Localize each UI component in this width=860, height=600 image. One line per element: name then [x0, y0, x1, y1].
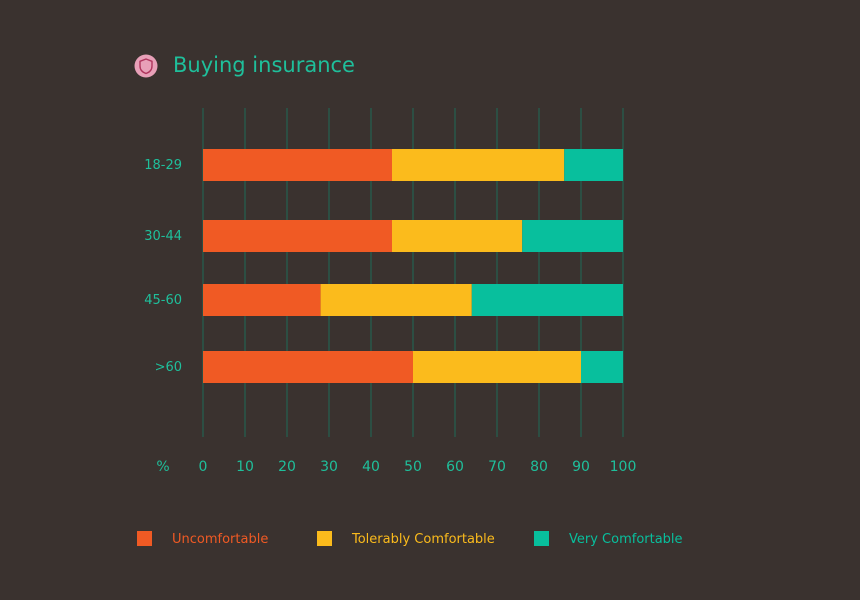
legend-swatch-2 [534, 531, 549, 546]
legend-swatch-0 [137, 531, 152, 546]
bar-3-2 [581, 351, 623, 383]
tick-label-10: 100 [610, 459, 637, 475]
legend: Uncomfortable Tolerably Comfortable Very C… [137, 531, 683, 547]
category-label-2: 45-60 [144, 293, 182, 308]
tick-label-5: 50 [404, 459, 422, 475]
tick-label-9: 90 [572, 459, 590, 475]
category-labels: 18-29 30-44 45-60 >60 [144, 158, 182, 375]
tick-label-4: 40 [362, 459, 380, 475]
tick-label-3: 30 [320, 459, 338, 475]
bar-2-0 [203, 284, 321, 316]
legend-swatch-1 [317, 531, 332, 546]
category-label-0: 18-29 [144, 158, 182, 173]
bar-0-2 [564, 149, 623, 181]
category-label-1: 30-44 [144, 229, 182, 244]
bar-1-0 [203, 220, 392, 252]
tick-label-6: 60 [446, 459, 464, 475]
legend-label-0: Uncomfortable [172, 532, 268, 547]
bar-0-1 [392, 149, 565, 181]
title-group: Buying insurance [134, 53, 355, 78]
tick-label-1: 10 [236, 459, 254, 475]
x-axis-ticks: 0 10 20 30 40 50 60 70 80 90 100 [199, 459, 637, 475]
x-axis-unit-label: % [156, 459, 169, 475]
bars [203, 149, 623, 383]
legend-label-1: Tolerably Comfortable [351, 532, 495, 547]
tick-label-0: 0 [199, 459, 208, 475]
bar-1-1 [392, 220, 523, 252]
bar-3-1 [413, 351, 581, 383]
tick-label-8: 80 [530, 459, 548, 475]
chart-title: Buying insurance [173, 53, 355, 77]
category-label-3: >60 [155, 360, 182, 375]
bar-1-2 [522, 220, 623, 252]
shield-icon [134, 54, 158, 78]
bar-2-1 [320, 284, 472, 316]
tick-label-7: 70 [488, 459, 506, 475]
legend-label-2: Very Comfortable [569, 532, 683, 547]
bar-2-2 [471, 284, 623, 316]
tick-label-2: 20 [278, 459, 296, 475]
bar-3-0 [203, 351, 413, 383]
bar-0-0 [203, 149, 392, 181]
